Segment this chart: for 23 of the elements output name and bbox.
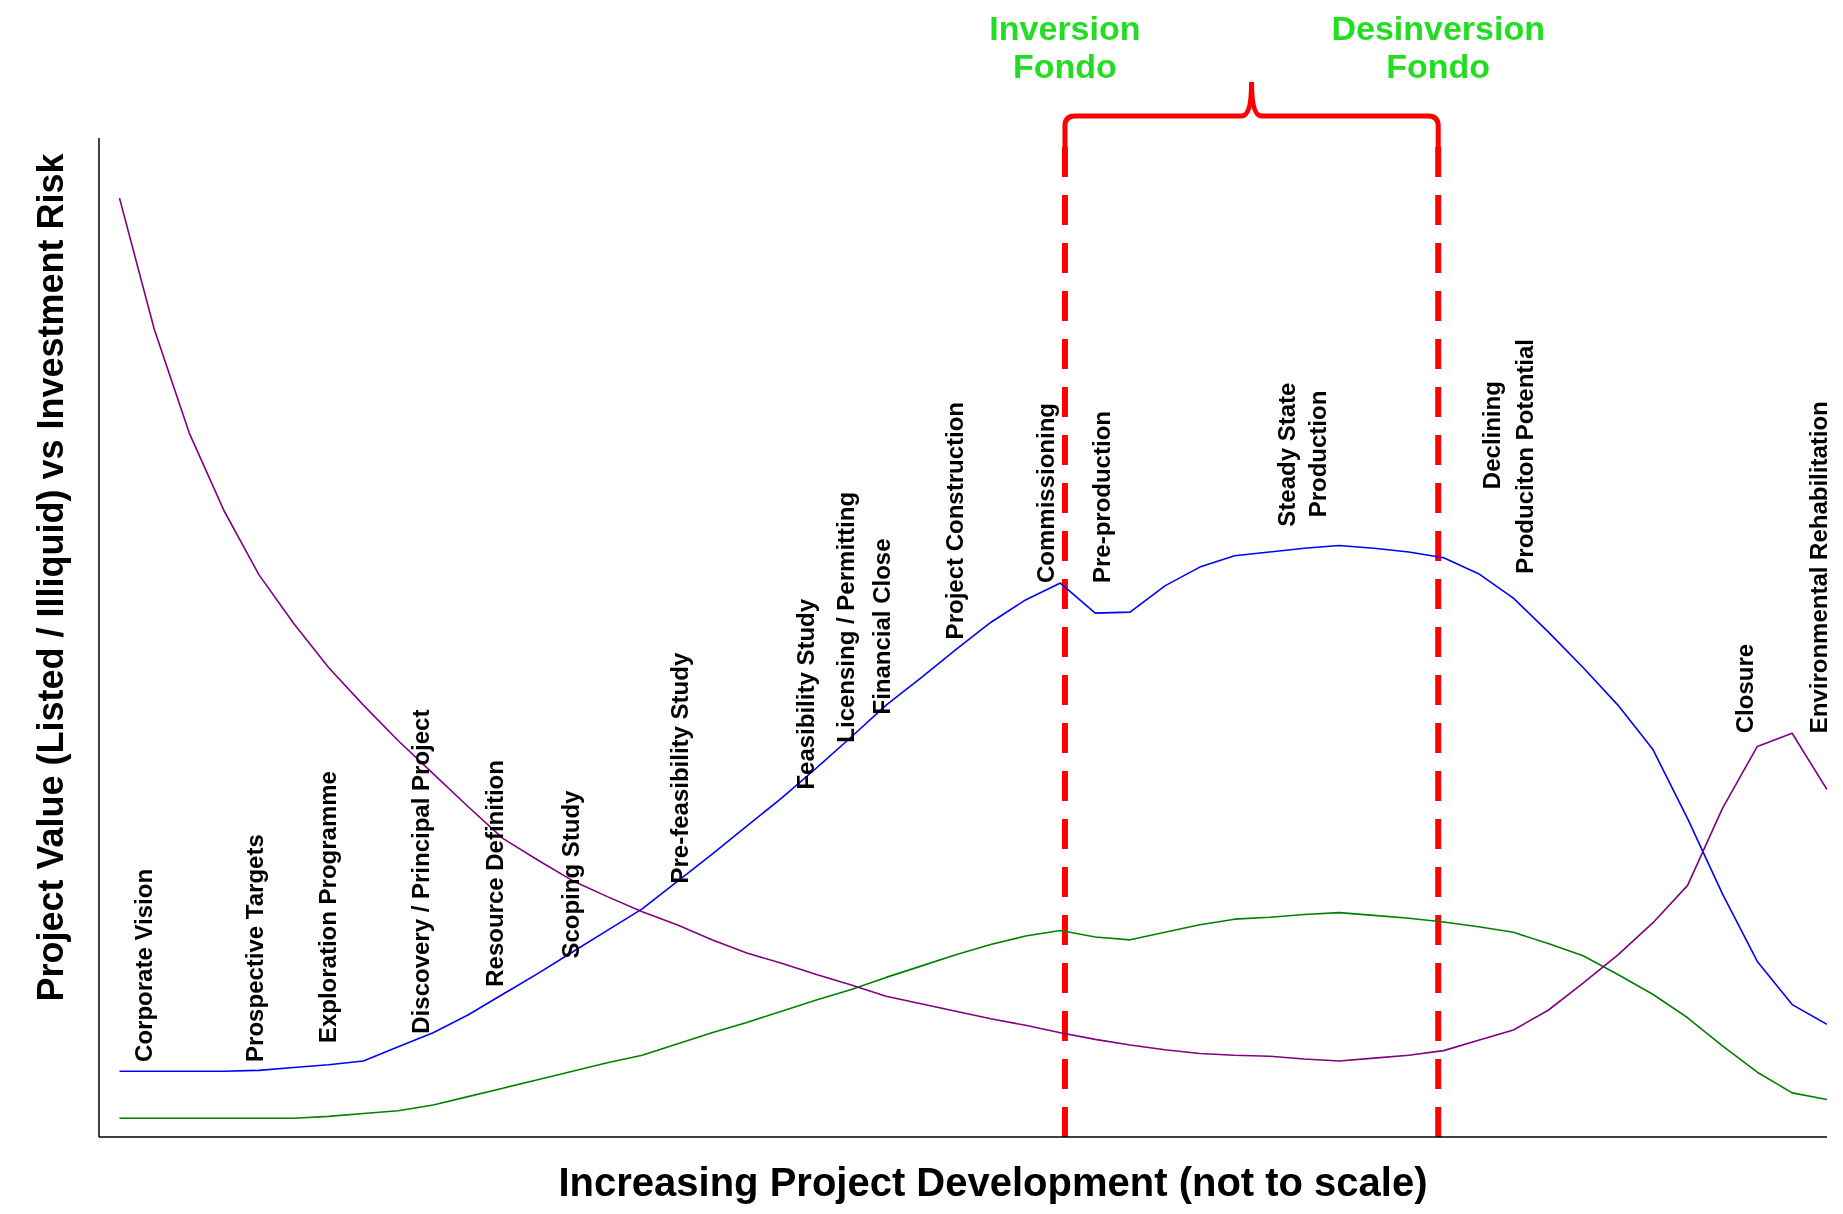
- annotation: Production: [1303, 390, 1331, 518]
- annotation: Pre-feasibility Study: [666, 652, 694, 884]
- annotation: Project Construction: [940, 402, 968, 640]
- x-axis-title: Increasing Project Development (not to scale): [558, 1160, 1428, 1204]
- annotation: Feasibility Study: [792, 598, 820, 790]
- annotation: Closure: [1730, 643, 1758, 734]
- annotation: Licensing / Permitting: [832, 491, 859, 743]
- annotation: Declining: [1478, 381, 1506, 490]
- text: Desinversion Fondo: [1331, 9, 1545, 85]
- annotation: Environmental Rehabilitation: [1804, 401, 1832, 734]
- annotation: Pre-production: [1087, 411, 1115, 584]
- annotation: Prospective Targets: [241, 834, 269, 1062]
- annotation: Scoping Study: [557, 789, 585, 959]
- text: Inversion Fondo: [989, 9, 1141, 85]
- annotation: Resource Definition: [481, 760, 509, 987]
- annotation: Steady State: [1272, 382, 1300, 527]
- annotation: Commissioning: [1032, 403, 1060, 584]
- annotation: Corporate Vision: [130, 868, 158, 1062]
- annotation: Produciton Potential: [1511, 338, 1539, 574]
- y-axis-title: Project Value (Listed / Illiquid) vs Investment Risk: [29, 152, 71, 1002]
- annotation: Discovery / Principal Project: [406, 709, 434, 1034]
- annotation: Exploration Programme: [313, 771, 341, 1044]
- annotation: Financial Close: [868, 538, 896, 715]
